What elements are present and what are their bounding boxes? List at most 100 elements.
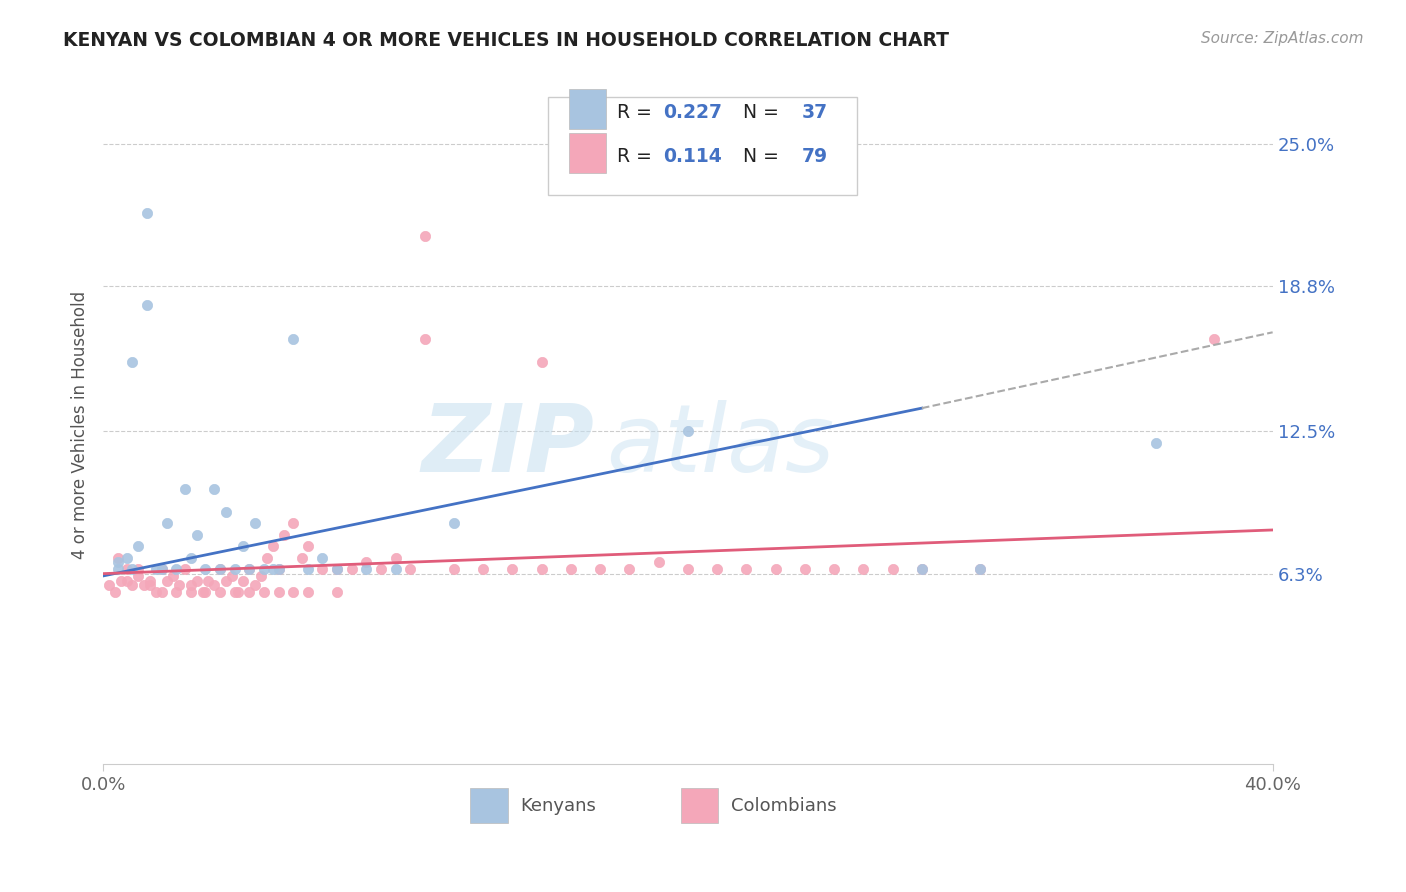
Point xyxy=(186,574,208,588)
Point xyxy=(165,585,187,599)
Point xyxy=(969,562,991,576)
Point xyxy=(311,562,333,576)
Point xyxy=(243,578,266,592)
Text: 0.114: 0.114 xyxy=(664,147,723,166)
Point xyxy=(793,562,815,576)
Point xyxy=(472,562,495,576)
FancyBboxPatch shape xyxy=(568,88,606,129)
Point xyxy=(224,562,246,576)
Text: 37: 37 xyxy=(801,103,828,122)
Point xyxy=(180,578,202,592)
Point xyxy=(297,585,319,599)
Point xyxy=(221,569,243,583)
Point xyxy=(297,539,319,553)
Point xyxy=(194,562,217,576)
Point xyxy=(911,562,934,576)
Point xyxy=(209,562,232,576)
Point xyxy=(226,585,249,599)
Point xyxy=(121,578,143,592)
Text: R =: R = xyxy=(617,103,658,122)
Point xyxy=(165,562,187,576)
Point xyxy=(191,585,214,599)
Point xyxy=(115,550,138,565)
Text: N =: N = xyxy=(725,147,785,166)
Point xyxy=(202,482,225,496)
Point xyxy=(326,585,349,599)
Point xyxy=(110,574,132,588)
Point xyxy=(243,516,266,530)
Point xyxy=(98,578,121,592)
Point xyxy=(253,585,276,599)
Text: N =: N = xyxy=(725,103,785,122)
Point xyxy=(530,355,553,369)
Point xyxy=(735,562,758,576)
Point xyxy=(202,578,225,592)
Point xyxy=(560,562,582,576)
Point xyxy=(413,228,436,243)
Point xyxy=(224,585,246,599)
Point xyxy=(121,562,143,576)
Point xyxy=(136,298,159,312)
Point xyxy=(267,562,290,576)
Point xyxy=(326,562,349,576)
Point xyxy=(1144,435,1167,450)
Point xyxy=(167,578,190,592)
Text: 0.227: 0.227 xyxy=(664,103,723,122)
Point xyxy=(162,569,184,583)
Point xyxy=(194,585,217,599)
Point xyxy=(267,585,290,599)
Point xyxy=(253,562,276,576)
Point xyxy=(283,585,305,599)
Text: Kenyans: Kenyans xyxy=(520,797,596,815)
Point xyxy=(882,562,904,576)
Point xyxy=(1204,332,1226,346)
Y-axis label: 4 or more Vehicles in Household: 4 or more Vehicles in Household xyxy=(72,292,89,559)
Point xyxy=(356,555,378,569)
Point xyxy=(215,574,238,588)
Point xyxy=(238,562,260,576)
Point xyxy=(384,562,406,576)
Point xyxy=(156,516,179,530)
Point xyxy=(107,555,129,569)
Point xyxy=(127,562,149,576)
Point xyxy=(139,574,162,588)
Point xyxy=(283,332,305,346)
Point xyxy=(238,562,260,576)
Point xyxy=(267,562,290,576)
Point xyxy=(186,527,208,541)
Point xyxy=(852,562,875,576)
Point xyxy=(209,585,232,599)
Point xyxy=(174,482,197,496)
Point xyxy=(297,562,319,576)
Point xyxy=(256,550,278,565)
Point xyxy=(384,550,406,565)
Point xyxy=(180,550,202,565)
Point xyxy=(326,562,349,576)
Point xyxy=(969,562,991,576)
Point xyxy=(501,562,523,576)
Point xyxy=(145,585,167,599)
Point xyxy=(107,550,129,565)
Point xyxy=(232,574,254,588)
Point xyxy=(215,505,238,519)
Point xyxy=(238,585,260,599)
Point xyxy=(765,562,787,576)
Point xyxy=(647,555,669,569)
Text: atlas: atlas xyxy=(606,401,834,491)
Point xyxy=(262,539,284,553)
Text: Source: ZipAtlas.com: Source: ZipAtlas.com xyxy=(1201,31,1364,46)
Point xyxy=(115,562,138,576)
Point xyxy=(250,569,273,583)
Point xyxy=(291,550,314,565)
Point xyxy=(132,578,155,592)
Text: R =: R = xyxy=(617,147,658,166)
Point xyxy=(589,562,612,576)
Point xyxy=(283,516,305,530)
Point xyxy=(399,562,422,576)
Point xyxy=(197,574,219,588)
FancyBboxPatch shape xyxy=(681,788,718,822)
Text: Colombians: Colombians xyxy=(731,797,837,815)
Point xyxy=(911,562,934,576)
Point xyxy=(356,562,378,576)
Point xyxy=(150,562,173,576)
